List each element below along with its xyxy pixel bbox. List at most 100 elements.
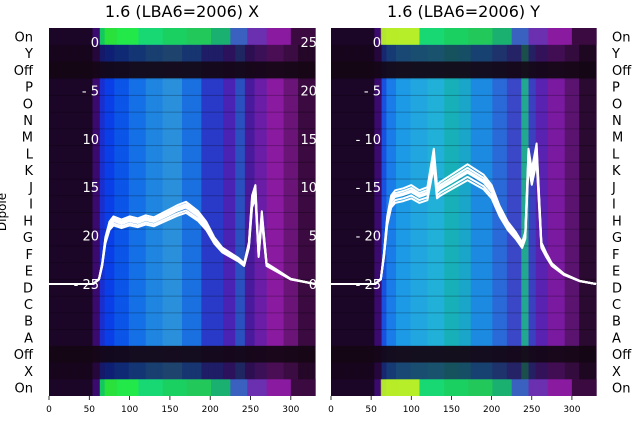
- y-panel-heat-cell-on: [528, 379, 532, 396]
- y-panel-heat-cell: [371, 28, 375, 396]
- y-panel-heat-cell-on: [535, 28, 539, 45]
- y-panel-heat-cell-on: [567, 379, 571, 396]
- x-panel-heat-cell-on: [283, 28, 287, 45]
- x-panel-heat-cell: [211, 28, 215, 396]
- y-panel-heat-cell: [473, 28, 477, 396]
- x-panel-heat-cell: [138, 28, 142, 396]
- x-panel-heat-cell-on: [215, 28, 219, 45]
- x-panel-y-tick-label: - 5: [82, 84, 99, 99]
- x-panel-heat-cell-on: [235, 28, 239, 45]
- x-panel-heat-cell-on: [305, 28, 309, 45]
- y-panel-heat-cell-on: [504, 28, 508, 45]
- x-panel-heat-cell-on: [174, 379, 178, 396]
- y-panel-heat-cell-on: [518, 379, 522, 396]
- y-panel-heat-cell: [576, 28, 580, 396]
- y-panel-heat-cell: [588, 28, 592, 396]
- y-panel-heat-cell-on: [579, 28, 583, 45]
- y-panel-heat-cell: [511, 28, 515, 396]
- y-panel-heat-cell-on: [449, 379, 453, 396]
- y-panel-heat-cell: [550, 28, 554, 396]
- y-panel-heat-cell-on: [427, 28, 431, 45]
- x-panel-heat-cell-on: [198, 379, 202, 396]
- y-panel-category-label: C: [612, 298, 621, 313]
- y-panel-heat-cell-on: [586, 28, 590, 45]
- y-panel-heat-cell-on: [494, 28, 498, 45]
- y-panel-heat-cell-on: [518, 28, 522, 45]
- x-panel-heat-cell-on: [90, 379, 94, 396]
- y-panel-heat-cell-on: [547, 379, 551, 396]
- y-panel-heat-cell: [347, 28, 351, 396]
- y-panel-heat-cell-on: [562, 28, 566, 45]
- y-panel-heat-cell-on: [465, 28, 469, 45]
- x-panel-heat-cell: [256, 28, 260, 396]
- y-panel-heat-cell-on: [475, 379, 479, 396]
- y-panel-heat-cell-on: [470, 379, 474, 396]
- x-panel-heat-cell-on: [232, 28, 236, 45]
- y-panel-heat-cell-on: [355, 28, 359, 45]
- x-panel-heat-cell: [247, 28, 251, 396]
- x-panel-category-label: F: [26, 248, 33, 263]
- x-panel-heat-cell-on: [298, 379, 302, 396]
- x-panel-heat-cell-on: [290, 379, 294, 396]
- x-panel-heat-cell-on: [68, 379, 72, 396]
- y-panel-category-label: E: [612, 265, 620, 280]
- x-panel-heat-cell-on: [285, 28, 289, 45]
- y-panel-heat-cell-on: [487, 28, 491, 45]
- x-panel-heat-cell: [143, 28, 147, 396]
- x-panel-heat-cell: [235, 28, 239, 396]
- x-panel-heat-cell: [285, 28, 289, 396]
- x-panel-category-label: N: [23, 114, 33, 129]
- x-panel-category-label: On: [15, 30, 33, 45]
- x-panel-heat-cell: [220, 28, 224, 396]
- x-panel-heat-cell: [201, 28, 205, 396]
- y-panel-heat-cell: [485, 28, 489, 396]
- y-panel-category-label: H: [612, 214, 622, 229]
- x-panel-heat-cell-on: [290, 28, 294, 45]
- x-panel-heat-cell-on: [70, 28, 74, 45]
- x-panel-row-divider: [49, 312, 315, 314]
- y-panel-heat-cell-on: [420, 379, 424, 396]
- y-panel-heat-cell-on: [333, 28, 337, 45]
- y-panel-row-divider: [331, 128, 596, 130]
- y-panel-x-tick-label: 300: [563, 405, 580, 415]
- y-panel-heat-cell-on: [424, 28, 428, 45]
- y-panel-heat-cell-on: [543, 379, 547, 396]
- x-panel-heat-cell-on: [213, 379, 217, 396]
- x-panel-heat-cell-on: [237, 28, 241, 45]
- x-panel-heat-cell: [244, 28, 248, 396]
- y-panel-row-divider: [331, 228, 596, 230]
- y-panel-heat-cell: [593, 28, 597, 396]
- y-panel-heat-cell-on: [547, 28, 551, 45]
- x-panel-heat-cell-on: [179, 379, 183, 396]
- x-panel-heat-cell-on: [114, 379, 118, 396]
- x-panel-y-tick-label: - 25: [74, 278, 99, 293]
- y-panel-category-label: A: [612, 331, 621, 346]
- x-panel-y-tick-label: 15: [82, 181, 99, 196]
- x-panel-heat-cell-on: [152, 379, 156, 396]
- y-panel-category-label: D: [612, 281, 622, 296]
- x-panel-heat-cell-on: [247, 28, 251, 45]
- y-panel-y-tick-label: - 10: [356, 133, 381, 148]
- y-panel-heat-cell-on: [429, 28, 433, 45]
- y-panel-heat-cell: [514, 28, 518, 396]
- y-panel-heat-cell-on: [380, 379, 420, 396]
- y-panel-heat-cell: [475, 28, 479, 396]
- x-panel-heat-cell: [104, 28, 108, 396]
- x-panel-heat-cell-on: [143, 28, 147, 45]
- x-panel-category-label: C: [24, 298, 33, 313]
- y-panel-heat-cell: [412, 28, 416, 396]
- x-panel-heat-cell-on: [298, 28, 302, 45]
- y-panel-heat-cell: [591, 28, 595, 396]
- x-panel-heat-cell-on: [167, 379, 171, 396]
- x-panel-heat-cell-on: [172, 28, 176, 45]
- y-panel-heat-cell-on: [550, 379, 554, 396]
- y-panel-row-divider: [331, 94, 596, 96]
- x-panel-heat-cell-on: [104, 28, 108, 45]
- y-panel-heat-cell-on: [480, 379, 484, 396]
- y-panel-heat-cell-on: [502, 28, 506, 45]
- y-panel-heat-cell-on: [463, 28, 467, 45]
- x-panel-heat-cell-on: [114, 28, 118, 45]
- x-panel-heat-cell: [51, 28, 55, 396]
- y-panel-heat-cell: [571, 28, 575, 396]
- x-panel-heat-cell-on: [51, 28, 55, 45]
